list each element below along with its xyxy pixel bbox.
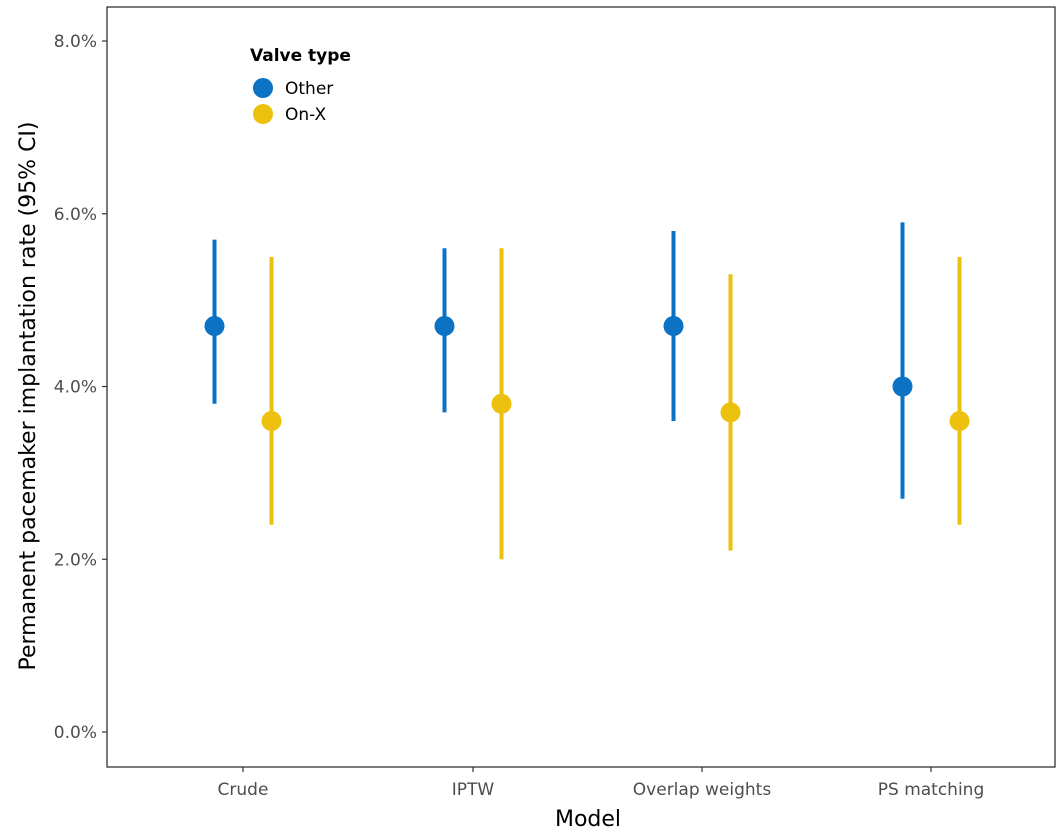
point-other: [892, 376, 913, 397]
legend-label-other: Other: [285, 79, 333, 99]
y-tick-label: 6.0%: [54, 205, 97, 225]
point-on-x: [261, 411, 282, 432]
point-other: [434, 316, 455, 337]
x-axis-title: Model: [555, 807, 621, 832]
legend: Valve type Other On-X: [250, 46, 351, 125]
x-axis: Crude IPTW Overlap weights PS matching: [218, 767, 985, 800]
y-tick-label: 0.0%: [54, 723, 97, 743]
legend-label-on-x: On-X: [285, 105, 326, 125]
point-on-x: [720, 402, 741, 423]
plot-panel-border: [106, 6, 1056, 768]
point-other: [204, 316, 225, 337]
y-tick-label: 4.0%: [54, 378, 97, 398]
point-other: [663, 316, 684, 337]
y-axis: 0.0% 2.0% 4.0% 6.0% 8.0%: [54, 32, 107, 743]
y-axis-title: Permanent pacemaker implantation rate (9…: [16, 121, 41, 670]
point-on-x: [491, 393, 512, 414]
legend-key-on-x: [253, 104, 273, 124]
legend-key-other: [253, 78, 273, 98]
data-marks: [204, 222, 970, 560]
x-tick-label: PS matching: [878, 780, 985, 800]
y-tick-label: 2.0%: [54, 550, 97, 570]
x-tick-label: IPTW: [452, 780, 495, 800]
x-tick-label: Overlap weights: [633, 780, 772, 800]
y-tick-label: 8.0%: [54, 32, 97, 52]
legend-title: Valve type: [250, 46, 351, 66]
x-tick-label: Crude: [218, 780, 269, 800]
point-on-x: [949, 411, 970, 432]
